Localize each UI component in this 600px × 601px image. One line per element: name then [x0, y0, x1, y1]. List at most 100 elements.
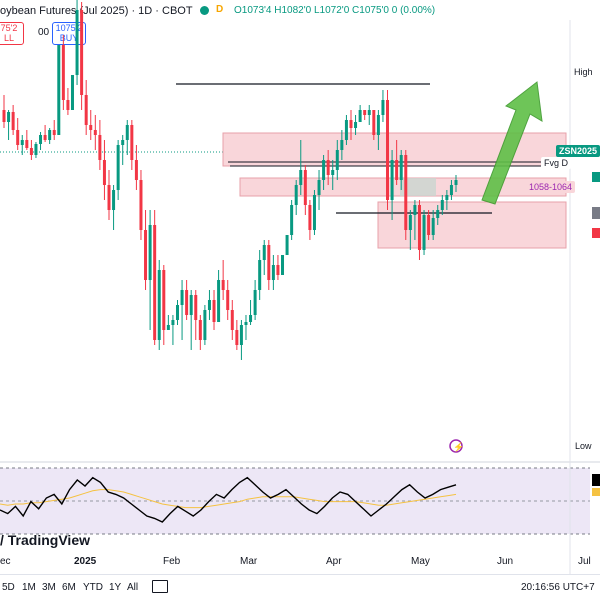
candle-body	[134, 160, 138, 180]
candle-body	[235, 330, 239, 345]
candle-body	[198, 320, 202, 340]
candle-body	[354, 122, 358, 128]
candle-body	[43, 135, 47, 140]
candle-body	[417, 205, 421, 250]
x-label-feb: Feb	[163, 556, 181, 567]
candle-body	[80, 10, 84, 95]
tf-ytd[interactable]: YTD	[83, 582, 103, 593]
candle-body	[413, 205, 417, 215]
candle-body	[25, 140, 29, 148]
candle-body	[61, 45, 65, 100]
candle-body	[20, 140, 24, 145]
fvg-highlight	[400, 178, 436, 196]
candle-body	[454, 180, 458, 185]
x-label-jul: Jul	[578, 556, 591, 567]
candle-body	[162, 270, 166, 330]
candle-body	[340, 140, 344, 150]
candle-body	[395, 160, 399, 180]
candle-body	[157, 270, 161, 340]
candle-body	[66, 100, 70, 110]
right-tag-green	[592, 172, 600, 182]
x-label-apr: Apr	[326, 556, 342, 567]
tf-6m[interactable]: 6M	[62, 582, 76, 593]
tradingview-logo: / TradingView	[0, 532, 90, 548]
symbol-title[interactable]: oybean Futures (Jul 2025) · 1D · CBOT	[0, 5, 193, 17]
tf-1y[interactable]: 1Y	[109, 582, 122, 593]
candle-body	[75, 10, 79, 75]
candle-body	[326, 160, 330, 175]
candle-body	[335, 150, 339, 170]
candle-body	[363, 110, 367, 115]
candle-body	[2, 110, 6, 122]
spread-value: 00	[38, 27, 50, 38]
date-range-icon[interactable]	[152, 580, 168, 593]
candle-body	[408, 215, 412, 230]
zone-label: 1058-1064	[526, 181, 576, 193]
candle-body	[144, 230, 148, 280]
tf-1m[interactable]: 1M	[22, 582, 36, 593]
candle-body	[331, 170, 335, 175]
candle-body	[166, 325, 170, 330]
tf-5d[interactable]: 5D	[2, 582, 15, 593]
tf-3m[interactable]: 3M	[42, 582, 56, 593]
candle-body	[249, 315, 253, 322]
candle-body	[276, 265, 280, 275]
x-label-dec: ec	[0, 556, 11, 567]
candle-body	[34, 144, 38, 155]
candle-body	[39, 135, 43, 144]
candle-body	[399, 155, 403, 180]
sell-button[interactable]: 75'2 LL	[0, 22, 24, 45]
ohlc-readout: O1073'4 H1082'0 L1072'0 C1075'0 0 (0.00%…	[234, 5, 436, 16]
candle-body	[322, 160, 326, 180]
svg-text:⚡: ⚡	[453, 441, 464, 453]
candle-body	[271, 265, 275, 280]
x-label-may: May	[411, 556, 430, 567]
candle-body	[57, 45, 61, 135]
candle-body	[207, 300, 211, 310]
right-tag-gray	[592, 207, 600, 219]
symbol-price-tag: ZSN2025	[556, 145, 600, 157]
candle-body	[299, 170, 303, 185]
candle-body	[70, 75, 74, 110]
candle-body	[107, 185, 111, 210]
candle-body	[386, 100, 390, 200]
candle-body	[175, 305, 179, 320]
candle-body	[112, 190, 116, 210]
candle-body	[312, 195, 316, 230]
bullish-arrow-icon	[481, 81, 543, 205]
candle-body	[139, 180, 143, 230]
candle-body	[203, 310, 207, 340]
candle-body	[148, 225, 152, 280]
candle-body	[185, 290, 189, 315]
candle-body	[98, 135, 102, 160]
candle-body	[189, 295, 193, 315]
sell-label: LL	[3, 33, 14, 43]
candle-body	[194, 295, 198, 320]
candle-body	[226, 290, 230, 310]
sell-price: 75'2	[0, 23, 18, 33]
candle-body	[121, 140, 125, 145]
candle-body	[404, 155, 408, 230]
tf-all[interactable]: All	[127, 582, 139, 593]
session-badge: D	[216, 4, 224, 15]
x-label-mar: Mar	[240, 556, 258, 567]
clock: 20:16:56 UTC+7	[521, 582, 595, 593]
candle-body	[449, 185, 453, 195]
candle-body	[93, 130, 97, 135]
candle-body	[258, 260, 262, 290]
candle-body	[308, 205, 312, 230]
candle-body	[436, 210, 440, 218]
demand-zone	[377, 201, 567, 249]
rsi-tag-yellow	[592, 488, 600, 496]
candle-body	[303, 170, 307, 205]
candle-body	[372, 110, 376, 135]
candle-body	[294, 185, 298, 205]
candle-body	[29, 148, 33, 155]
rsi-line	[0, 476, 457, 523]
candle-body	[344, 120, 348, 140]
x-label-2025: 2025	[74, 556, 97, 567]
candle-body	[281, 255, 285, 275]
candle-body	[16, 130, 20, 145]
candle-body	[230, 310, 234, 330]
